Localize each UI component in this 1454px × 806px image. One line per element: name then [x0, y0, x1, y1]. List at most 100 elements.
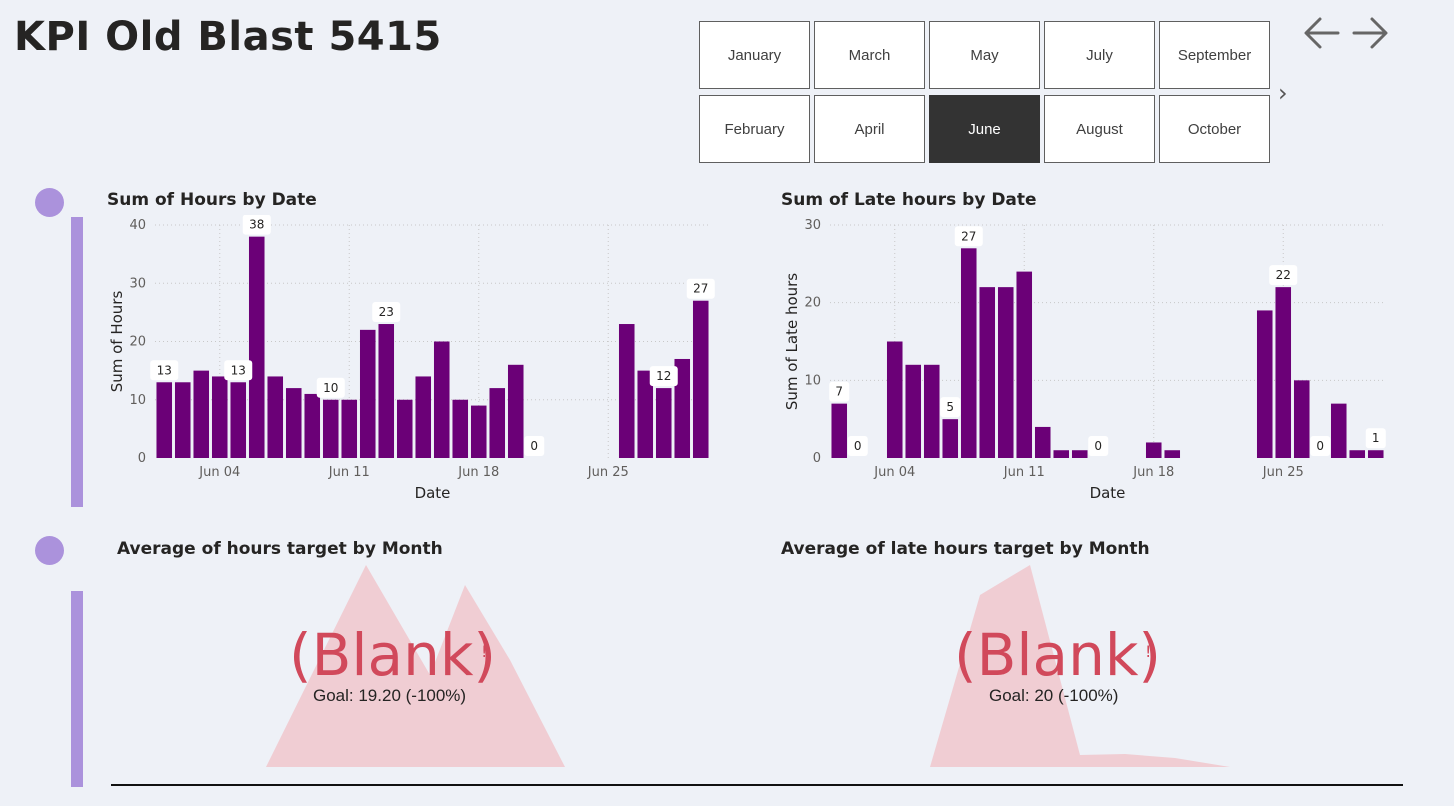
data-label-bg	[150, 360, 179, 381]
hours-kpi-value: (Blank)	[289, 621, 497, 689]
bar[interactable]	[1071, 450, 1088, 458]
month-button-october[interactable]: October	[1159, 95, 1270, 163]
bar[interactable]	[341, 399, 358, 458]
x-tick-label: Jun 04	[873, 465, 915, 480]
hours-kpi-alert-icon: !	[481, 642, 488, 661]
x-tick-label: Jun 25	[1262, 465, 1304, 480]
data-label: 1	[1372, 431, 1380, 445]
data-label-bg	[940, 397, 961, 418]
bar[interactable]	[831, 403, 848, 458]
page-title: KPI Old Blast 5415	[14, 14, 442, 60]
bar[interactable]	[230, 382, 247, 458]
bar[interactable]	[905, 364, 922, 458]
bar[interactable]	[1016, 271, 1033, 458]
bar[interactable]	[1293, 380, 1310, 458]
bar[interactable]	[1164, 450, 1181, 458]
x-tick-label: Jun 18	[457, 465, 499, 480]
bar[interactable]	[692, 300, 709, 458]
bar[interactable]	[886, 341, 903, 459]
bar[interactable]	[267, 376, 284, 458]
y-tick-label: 40	[129, 218, 146, 233]
bar[interactable]	[248, 236, 265, 458]
bar[interactable]	[378, 324, 395, 458]
month-button-february[interactable]: February	[699, 95, 810, 163]
y-tick-label: 20	[129, 335, 146, 350]
y-axis-title: Sum of Late hours	[783, 273, 801, 410]
data-label-bg	[1365, 428, 1386, 449]
bar[interactable]	[285, 388, 302, 458]
bar[interactable]	[507, 364, 524, 458]
month-button-june[interactable]: June	[929, 95, 1040, 163]
bar[interactable]	[470, 405, 487, 458]
bar[interactable]	[979, 287, 996, 458]
bar[interactable]	[1349, 450, 1366, 458]
data-label: 13	[157, 363, 172, 377]
chevron-right-icon[interactable]: ›	[1278, 79, 1288, 107]
bar[interactable]	[997, 287, 1014, 458]
hours-chart-title: Sum of Hours by Date	[107, 190, 317, 210]
bar[interactable]	[156, 382, 173, 458]
data-label: 0	[1316, 439, 1324, 453]
late-hours-kpi-goal: Goal: 20 (-100%)	[989, 686, 1119, 705]
bar[interactable]	[1034, 426, 1051, 458]
month-button-may[interactable]: May	[929, 21, 1040, 89]
x-tick-label: Jun 18	[1132, 465, 1174, 480]
month-button-april[interactable]: April	[814, 95, 925, 163]
bar[interactable]	[489, 388, 506, 458]
data-label-bg	[829, 381, 850, 402]
month-button-september[interactable]: September	[1159, 21, 1270, 89]
month-button-july[interactable]: July	[1044, 21, 1155, 89]
late-hours-kpi-value: (Blank)	[954, 621, 1162, 689]
late-hours-kpi-title: Average of late hours target by Month	[781, 539, 1150, 559]
data-label-bg	[1269, 265, 1298, 286]
y-tick-label: 0	[138, 451, 146, 466]
bar[interactable]	[923, 364, 940, 458]
bar[interactable]	[415, 376, 432, 458]
month-button-august[interactable]: August	[1044, 95, 1155, 163]
bar[interactable]	[942, 419, 959, 458]
x-tick-label: Jun 04	[198, 465, 240, 480]
late-hours-kpi-trend-area	[930, 565, 1230, 767]
bar[interactable]	[1145, 442, 1162, 458]
bar[interactable]	[637, 370, 654, 458]
data-label-bg	[224, 360, 253, 381]
bar[interactable]	[193, 370, 210, 458]
data-label-bg	[649, 366, 678, 387]
bar[interactable]	[618, 324, 635, 458]
bar[interactable]	[1330, 403, 1347, 458]
bar[interactable]	[359, 329, 376, 458]
data-label: 27	[961, 229, 976, 243]
y-tick-label: 30	[129, 276, 146, 291]
data-label-bg	[954, 226, 983, 247]
arrow-right-icon[interactable]	[1350, 14, 1390, 52]
bar[interactable]	[1275, 287, 1292, 458]
bar[interactable]	[674, 358, 691, 458]
arrow-left-icon[interactable]	[1302, 14, 1342, 52]
bar[interactable]	[174, 382, 191, 458]
month-button-march[interactable]: March	[814, 21, 925, 89]
month-button-january[interactable]: January	[699, 21, 810, 89]
data-label: 38	[249, 218, 264, 232]
bar[interactable]	[1256, 310, 1273, 458]
bar[interactable]	[396, 399, 413, 458]
accent-bar	[71, 217, 83, 507]
bar[interactable]	[433, 341, 450, 459]
y-axis-title: Sum of Hours	[108, 291, 126, 393]
data-label: 12	[656, 369, 671, 383]
accent-dot	[35, 536, 64, 565]
month-slicer: January February March April May June July Augu…	[699, 21, 1272, 166]
bar[interactable]	[1367, 450, 1384, 458]
bar[interactable]	[452, 399, 469, 458]
accent-dot	[35, 188, 64, 217]
x-tick-label: Jun 11	[1003, 465, 1045, 480]
hours-kpi-trend-area	[266, 565, 565, 767]
bar[interactable]	[211, 376, 228, 458]
bar[interactable]	[655, 388, 672, 458]
y-tick-label: 10	[129, 393, 146, 408]
bar[interactable]	[304, 393, 321, 458]
data-label-bg	[847, 436, 868, 456]
bar[interactable]	[1053, 450, 1070, 458]
data-label-bg	[372, 302, 401, 323]
bar[interactable]	[322, 399, 339, 458]
bar[interactable]	[960, 248, 977, 458]
